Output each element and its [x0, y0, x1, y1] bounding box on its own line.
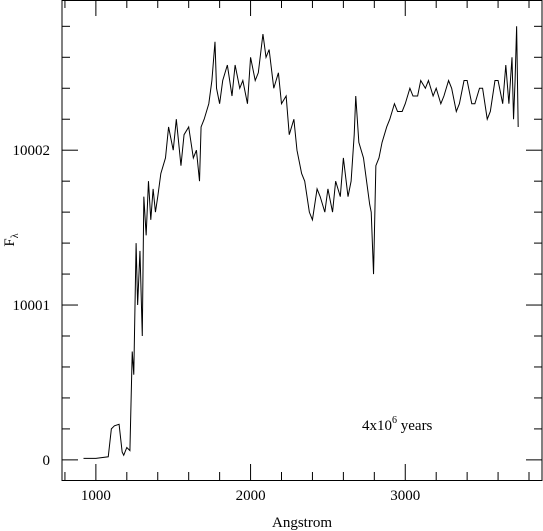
- x-tick-label: 1000: [81, 488, 111, 504]
- annotation: 4x106 years: [362, 415, 433, 434]
- x-tick-label: 3000: [390, 488, 420, 504]
- y-tick-label: 10001: [13, 298, 51, 314]
- spectrum-line: [83, 26, 519, 459]
- y-axis-label: Fλ: [2, 233, 21, 246]
- plot-frame: [61, 0, 543, 481]
- x-tick-label: 2000: [236, 488, 266, 504]
- y-tick-label: 10002: [13, 143, 51, 159]
- x-axis-label: Angstrom: [272, 515, 332, 531]
- y-tick-label: 0: [43, 453, 51, 469]
